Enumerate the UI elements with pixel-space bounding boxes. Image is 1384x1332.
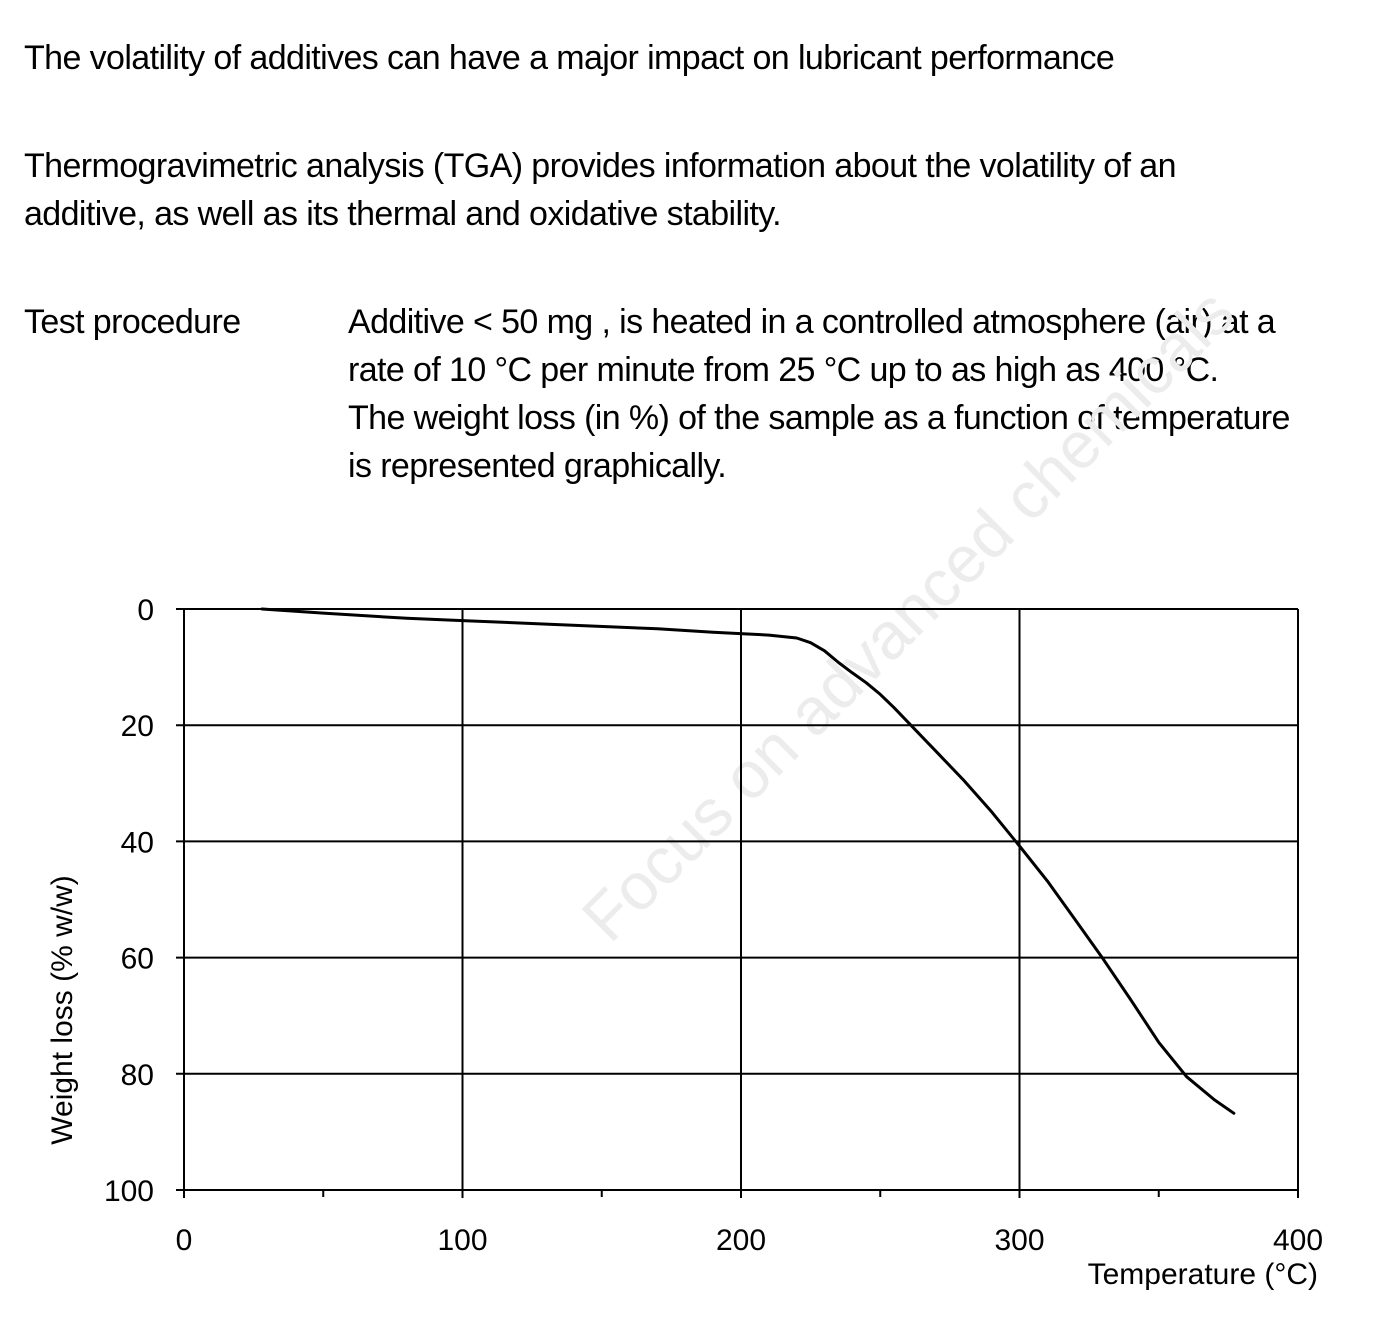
tga-description-line-1: Thermogravimetric analysis (TGA) provide… bbox=[24, 147, 1177, 185]
procedure-line-2: rate of 10 °C per minute from 25 °C up t… bbox=[348, 351, 1219, 389]
procedure-line-3: The weight loss (in %) of the sample as … bbox=[348, 399, 1290, 437]
procedure-label: Test procedure bbox=[24, 303, 241, 341]
series bbox=[260, 607, 1236, 1115]
x-tick-label: 0 bbox=[176, 1224, 193, 1257]
tick-labels: 0 20 40 60 80 100 0 100 200 300 400 bbox=[104, 594, 1323, 1257]
intro-line: The volatility of additives can have a m… bbox=[24, 39, 1115, 77]
procedure-line-4: is represented graphically. bbox=[348, 447, 727, 485]
y-tick-label: 0 bbox=[137, 594, 154, 627]
x-tick-label: 300 bbox=[994, 1224, 1044, 1257]
x-axis-label: Temperature (°C) bbox=[1088, 1258, 1318, 1291]
grid bbox=[176, 608, 1299, 1198]
axes bbox=[176, 609, 1298, 1198]
y-tick-label: 40 bbox=[121, 826, 154, 859]
y-tick-label: 20 bbox=[121, 710, 154, 743]
procedure-text: Additive < 50 mg , is heated in a contro… bbox=[348, 298, 1290, 490]
tga-description: Thermogravimetric analysis (TGA) provide… bbox=[24, 142, 1177, 238]
x-tick-label: 200 bbox=[716, 1224, 766, 1257]
x-tick-label: 400 bbox=[1273, 1224, 1323, 1257]
series-line bbox=[260, 607, 1236, 1115]
x-tick-label: 100 bbox=[437, 1224, 487, 1257]
y-tick-label: 100 bbox=[104, 1175, 154, 1208]
y-tick-label: 60 bbox=[121, 943, 154, 976]
tga-description-line-2: additive, as well as its thermal and oxi… bbox=[24, 195, 782, 233]
watermark: Focus on advanced chemicals bbox=[568, 275, 1248, 955]
y-tick-label: 80 bbox=[121, 1059, 154, 1092]
watermark-text: Focus on advanced chemicals bbox=[568, 275, 1248, 955]
y-axis-label: Weight loss (% w/w) bbox=[46, 875, 79, 1145]
procedure-line-1: Additive < 50 mg , is heated in a contro… bbox=[348, 303, 1276, 341]
